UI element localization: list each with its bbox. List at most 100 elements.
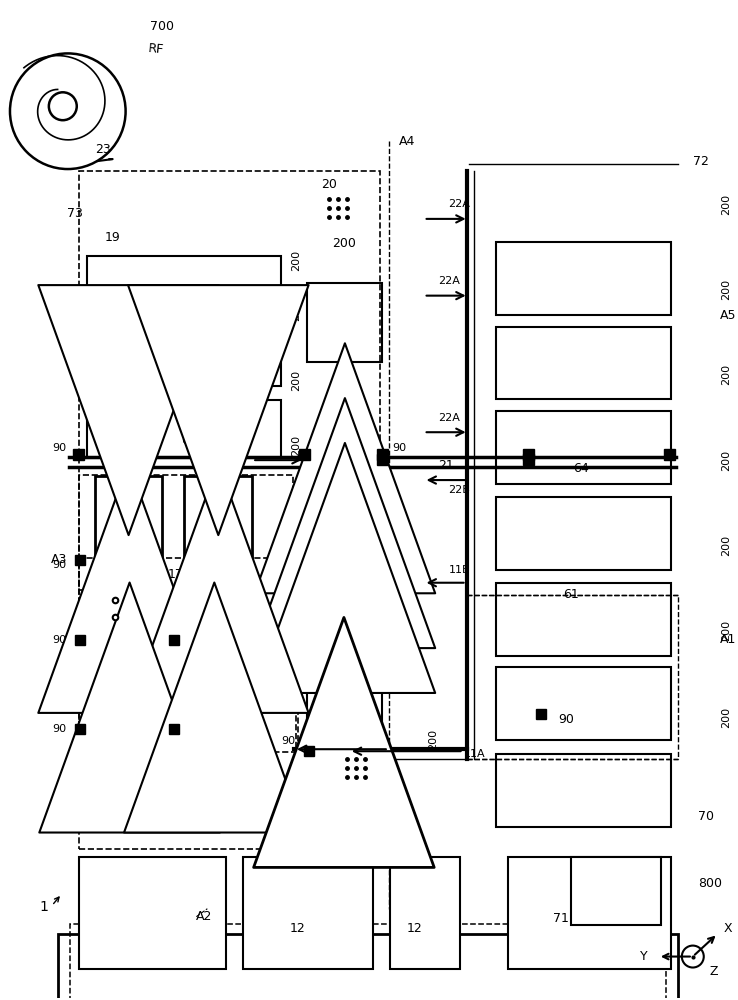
Text: 200: 200 bbox=[291, 300, 301, 321]
Text: 90: 90 bbox=[170, 645, 184, 655]
Bar bbox=[79, 171, 380, 590]
Bar bbox=[79, 558, 298, 752]
Text: 200: 200 bbox=[721, 450, 731, 471]
Text: Z: Z bbox=[710, 965, 718, 978]
Text: 11B: 11B bbox=[449, 565, 470, 575]
Text: 200: 200 bbox=[721, 194, 731, 215]
Text: 1: 1 bbox=[39, 900, 48, 914]
Text: 71: 71 bbox=[554, 912, 569, 925]
Bar bbox=[94, 476, 162, 631]
Text: 800: 800 bbox=[698, 877, 722, 890]
Text: 90: 90 bbox=[52, 724, 66, 734]
Text: 22A: 22A bbox=[438, 413, 461, 423]
Bar bbox=[571, 857, 661, 925]
Text: 200: 200 bbox=[721, 364, 731, 385]
Text: 22A: 22A bbox=[449, 199, 470, 209]
Text: 18: 18 bbox=[145, 414, 160, 427]
Text: 72: 72 bbox=[693, 155, 708, 168]
Text: 700: 700 bbox=[150, 20, 173, 33]
Bar bbox=[523, 454, 534, 465]
Text: 200: 200 bbox=[721, 279, 731, 300]
Text: A5: A5 bbox=[720, 309, 737, 322]
Bar bbox=[79, 645, 296, 849]
Bar bbox=[299, 449, 310, 460]
Text: 13: 13 bbox=[337, 739, 353, 752]
Bar bbox=[244, 857, 373, 969]
Bar bbox=[537, 709, 546, 719]
Text: 90: 90 bbox=[52, 560, 66, 570]
Bar bbox=[466, 595, 677, 759]
Bar bbox=[304, 746, 314, 756]
Text: 21: 21 bbox=[438, 459, 455, 472]
Bar bbox=[58, 934, 677, 1000]
Text: 200: 200 bbox=[721, 707, 731, 728]
Text: A3: A3 bbox=[50, 553, 66, 566]
Text: 90: 90 bbox=[392, 443, 406, 453]
Text: 73: 73 bbox=[66, 207, 83, 220]
Bar bbox=[100, 699, 154, 827]
Bar bbox=[79, 857, 227, 969]
Bar bbox=[508, 857, 671, 969]
Text: 90: 90 bbox=[558, 713, 574, 726]
Text: A2: A2 bbox=[196, 910, 213, 923]
Bar bbox=[497, 411, 671, 484]
Text: 63: 63 bbox=[182, 434, 197, 447]
Text: 15: 15 bbox=[361, 628, 376, 641]
Bar bbox=[75, 555, 85, 565]
Bar bbox=[377, 449, 387, 460]
Text: 18: 18 bbox=[219, 414, 235, 427]
Text: 23: 23 bbox=[94, 143, 111, 156]
Text: 62: 62 bbox=[159, 643, 175, 656]
Bar bbox=[87, 329, 281, 386]
Bar bbox=[377, 454, 387, 465]
Text: Y: Y bbox=[641, 950, 648, 963]
Bar bbox=[497, 327, 671, 399]
Text: A1: A1 bbox=[720, 633, 736, 646]
Text: 17: 17 bbox=[168, 568, 183, 581]
Text: 90: 90 bbox=[52, 443, 66, 453]
Bar bbox=[75, 724, 85, 734]
Bar bbox=[312, 575, 387, 645]
Bar bbox=[170, 635, 179, 645]
Bar bbox=[73, 449, 83, 460]
Text: 200: 200 bbox=[721, 620, 731, 641]
Bar bbox=[497, 754, 671, 827]
Text: 70: 70 bbox=[698, 810, 714, 823]
Text: 200: 200 bbox=[374, 639, 384, 660]
Text: 14: 14 bbox=[125, 631, 140, 644]
Text: 90: 90 bbox=[281, 736, 295, 746]
Bar bbox=[307, 470, 382, 769]
Bar bbox=[247, 605, 302, 689]
Bar bbox=[497, 242, 671, 315]
Text: 200: 200 bbox=[332, 237, 356, 250]
Text: 12: 12 bbox=[407, 922, 423, 935]
Bar bbox=[497, 667, 671, 740]
Text: 14: 14 bbox=[196, 631, 212, 644]
Bar bbox=[79, 475, 293, 640]
Bar bbox=[70, 924, 666, 1000]
Text: 64: 64 bbox=[573, 462, 589, 475]
Text: 200: 200 bbox=[291, 250, 301, 271]
Text: 200: 200 bbox=[291, 370, 301, 391]
Text: 90: 90 bbox=[52, 635, 66, 645]
Bar bbox=[523, 449, 534, 460]
Text: 19: 19 bbox=[105, 376, 120, 389]
Text: RF: RF bbox=[148, 42, 165, 57]
Text: 61: 61 bbox=[563, 588, 579, 601]
Bar bbox=[497, 583, 671, 656]
Text: 19: 19 bbox=[105, 231, 120, 244]
Text: X: X bbox=[724, 922, 732, 935]
Bar bbox=[87, 400, 281, 458]
Bar bbox=[184, 476, 252, 631]
Text: 16: 16 bbox=[224, 568, 240, 581]
Text: 65: 65 bbox=[342, 533, 358, 546]
Bar bbox=[307, 283, 382, 362]
Text: 200: 200 bbox=[291, 435, 301, 456]
Bar bbox=[89, 584, 148, 641]
Text: 19: 19 bbox=[105, 304, 120, 317]
Text: 200: 200 bbox=[429, 729, 438, 750]
Text: 22B: 22B bbox=[449, 485, 470, 495]
Bar bbox=[497, 497, 671, 570]
Text: 12: 12 bbox=[289, 922, 305, 935]
Text: A4: A4 bbox=[399, 135, 415, 148]
